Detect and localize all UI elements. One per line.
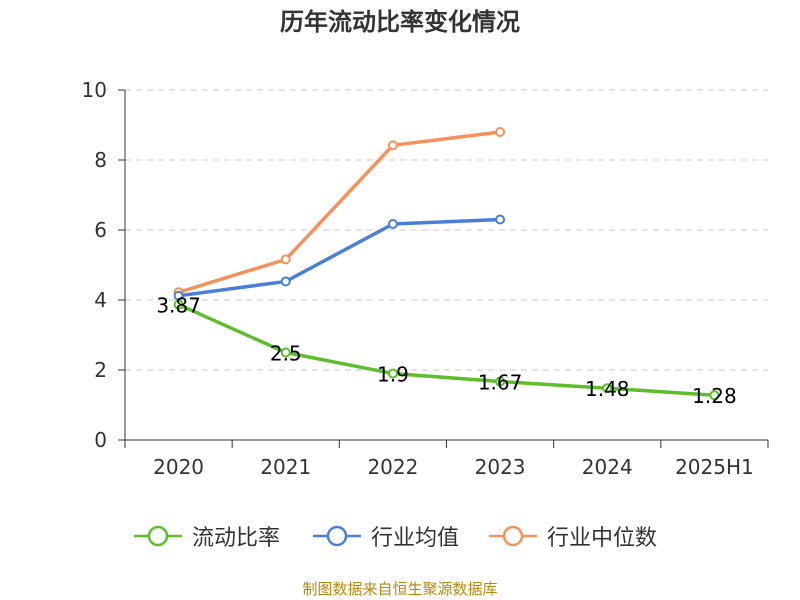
data-labels: 3.87 2.5 1.9 1.67 1.48 1.28	[156, 294, 736, 409]
y-tick-label: 4	[94, 288, 107, 312]
series-point-0	[709, 390, 720, 401]
series-line-0	[176, 302, 717, 397]
y-tick-label: 6	[94, 218, 107, 242]
x-tick-label: 2022	[367, 455, 418, 479]
series-point-0	[280, 347, 291, 358]
y-tick-label: 0	[94, 428, 107, 452]
legend-item-current-ratio[interactable]: 流动比率	[132, 520, 280, 552]
data-label: 1.67	[478, 371, 523, 395]
series-point-1	[495, 214, 506, 225]
legend-item-industry-mean[interactable]: 行业均值	[311, 520, 459, 552]
legend-item-industry-median[interactable]: 行业中位数	[487, 520, 657, 552]
series-point-1	[280, 276, 291, 287]
y-tick-label: 2	[94, 358, 107, 382]
data-label: 1.48	[585, 377, 630, 401]
grid-lines	[125, 89, 768, 371]
legend-label-current-ratio: 流动比率	[192, 526, 281, 551]
data-label: 2.5	[270, 342, 302, 366]
x-tick-label: 2020	[153, 455, 204, 479]
series-point-2	[495, 127, 506, 137]
x-tick-label: 2023	[475, 455, 526, 479]
source-note: 制图数据来自恒生聚源数据库	[302, 580, 498, 598]
series-line-1	[176, 217, 502, 298]
legend-label-industry-median: 行业中位数	[547, 526, 658, 551]
series-point-0	[495, 376, 506, 387]
data-label: 1.9	[377, 363, 409, 387]
series-point-0	[602, 383, 613, 394]
y-tick-label: 10	[82, 78, 107, 102]
data-label: 1.28	[692, 384, 737, 408]
x-tick-label: 2025H1	[675, 455, 754, 479]
x-tick-label: 2021	[260, 455, 311, 479]
legend-swatch-industry-mean	[311, 520, 363, 552]
chart-title: 历年流动比率变化情况	[280, 8, 520, 36]
data-label: 3.87	[156, 294, 201, 318]
x-tick-label: 2024	[582, 455, 633, 479]
legend-swatch-current-ratio	[132, 520, 184, 552]
series-point-1	[387, 219, 398, 230]
y-tick-label: 8	[94, 148, 107, 172]
legend: 流动比率 行业均值 行业中位数	[0, 520, 800, 552]
series-lines	[173, 127, 720, 401]
legend-swatch-industry-median	[487, 520, 539, 552]
series-point-0	[387, 368, 398, 379]
legend-label-industry-mean: 行业均值	[371, 526, 460, 551]
series-point-2	[280, 254, 291, 265]
series-line-2	[176, 130, 502, 295]
axes: 0 2 4 6 8 10 2020 2021 2022 2023 2024 2025H1	[82, 78, 769, 479]
series-point-0	[173, 299, 184, 310]
series-point-2	[387, 140, 398, 151]
